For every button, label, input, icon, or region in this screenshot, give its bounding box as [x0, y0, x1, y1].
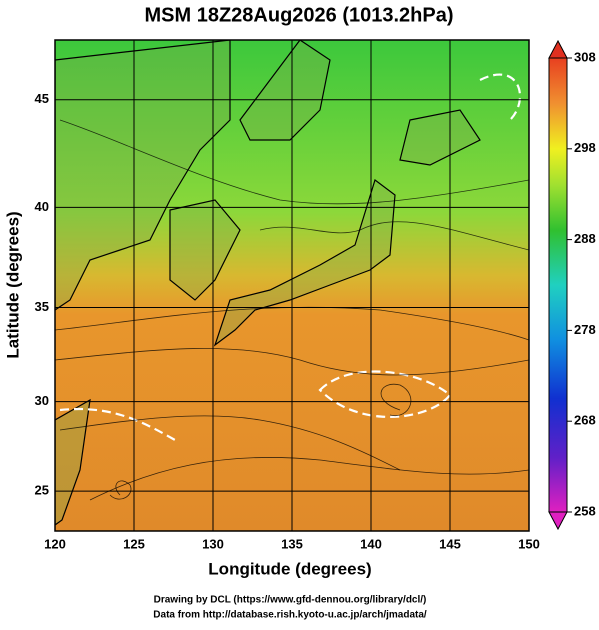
x-tick-label: 150	[518, 536, 540, 551]
isotherm	[479, 73, 522, 121]
continent	[55, 40, 231, 311]
streamline	[59, 415, 401, 471]
x-tick-label: 135	[281, 536, 303, 551]
title: MSM 18Z28Aug2026 (1013.2hPa)	[144, 4, 453, 26]
credit: Data from http://database.rish.kyoto-u.a…	[153, 610, 427, 621]
isotherm	[318, 370, 452, 418]
isotherm	[59, 407, 176, 441]
colorbar-tick-label: 278	[574, 322, 596, 337]
x-tick-label: 120	[44, 536, 66, 551]
primorye	[239, 40, 331, 141]
y-tick-label: 35	[35, 299, 49, 314]
colorbar-tick-label: 288	[574, 231, 596, 246]
streamline	[380, 383, 412, 417]
coast	[55, 398, 91, 526]
y-tick-label: 45	[35, 91, 49, 106]
streamline	[89, 457, 529, 501]
streamline	[59, 119, 529, 205]
hokkaido	[399, 109, 481, 166]
x-tick-label: 130	[202, 536, 224, 551]
colorbar-tick-label: 268	[574, 413, 596, 428]
honshu	[213, 179, 396, 347]
y-tick-label: 40	[35, 199, 49, 214]
x-tick-label: 145	[439, 536, 461, 551]
y-tick-label: 25	[35, 483, 49, 498]
korea	[169, 199, 241, 301]
streamline	[109, 480, 132, 500]
colorbar-min-arrow	[548, 511, 568, 531]
colorbar	[548, 57, 568, 513]
colorbar-tick-label: 308	[574, 49, 596, 64]
colorbar-tick-label: 298	[574, 140, 596, 155]
credit: Drawing by DCL (https://www.gfd-dennou.o…	[154, 595, 427, 606]
y-axis-label: Latitude (degrees)	[3, 211, 22, 358]
colorbar-max-arrow	[548, 39, 568, 59]
streamline	[259, 221, 529, 251]
map-frame	[54, 39, 530, 532]
x-tick-label: 140	[360, 536, 382, 551]
streamline	[55, 348, 529, 376]
x-axis-label: Longitude (degrees)	[208, 559, 371, 578]
y-tick-label: 30	[35, 393, 49, 408]
x-tick-label: 125	[123, 536, 145, 551]
colorbar-tick-label: 258	[574, 503, 596, 518]
